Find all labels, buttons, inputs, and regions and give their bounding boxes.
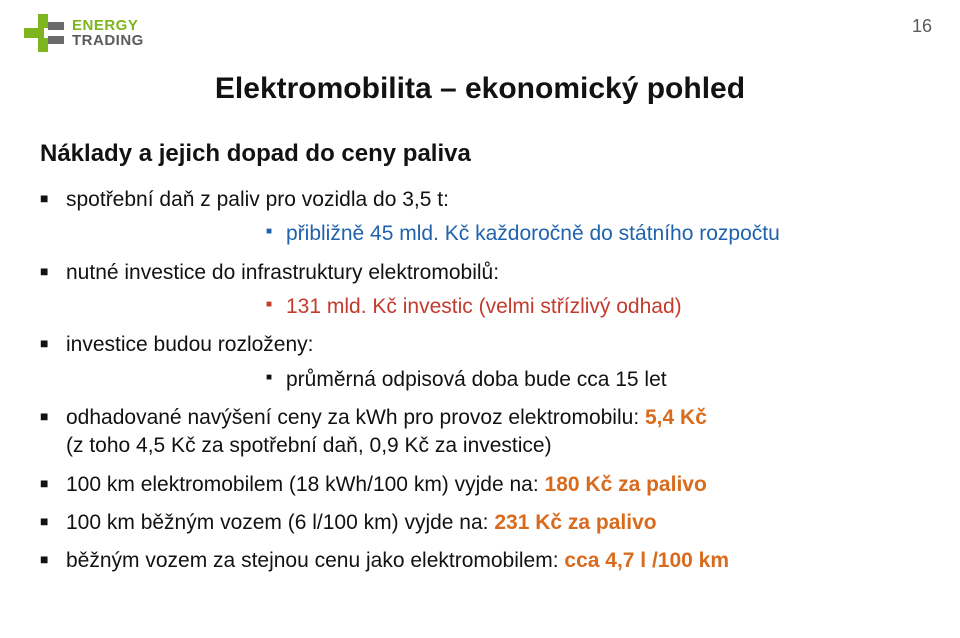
bullet-7: běžným vozem za stejnou cenu jako elektr…: [40, 547, 920, 575]
bullet-7-value: cca 4,7 l /100 km: [564, 549, 729, 572]
bullet-3-sub: průměrná odpisová doba bude cca 15 let: [66, 366, 920, 394]
bullet-1-sub-item: přibližně 45 mld. Kč každoročně do státn…: [266, 220, 920, 248]
bullet-4: odhadované navýšení ceny za kWh pro prov…: [40, 404, 920, 461]
page-number: 16: [912, 16, 932, 37]
slide: ENERGY TRADING 16 Elektromobilita – ekon…: [0, 0, 960, 638]
bullet-4-line2: (z toho 4,5 Kč za spotřební daň, 0,9 Kč …: [66, 434, 552, 457]
bullet-5-value: 180 Kč za palivo: [545, 473, 707, 496]
bullet-4-line1: odhadované navýšení ceny za kWh pro prov…: [66, 406, 645, 429]
bullet-4-value: 5,4 Kč: [645, 406, 707, 429]
logo: ENERGY TRADING: [24, 14, 144, 52]
bullet-3-text: investice budou rozloženy:: [66, 333, 313, 356]
logo-mark-icon: [24, 14, 66, 52]
logo-line1: ENERGY: [72, 18, 144, 33]
bullet-5-prefix: 100 km elektromobilem (18 kWh/100 km) vy…: [66, 473, 545, 496]
logo-text: ENERGY TRADING: [72, 18, 144, 48]
bullet-2-text: nutné investice do infrastruktury elektr…: [66, 261, 499, 284]
bullet-1: spotřební daň z paliv pro vozidla do 3,5…: [40, 186, 920, 249]
bullet-1-text: spotřební daň z paliv pro vozidla do 3,5…: [66, 188, 449, 211]
bullet-2-sub-item: 131 mld. Kč investic (velmi střízlivý od…: [266, 293, 920, 321]
logo-line2: TRADING: [72, 33, 144, 48]
bullet-1-sub: přibližně 45 mld. Kč každoročně do státn…: [66, 220, 920, 248]
bullet-list: spotřební daň z paliv pro vozidla do 3,5…: [40, 186, 920, 576]
bullet-2: nutné investice do infrastruktury elektr…: [40, 259, 920, 322]
bullet-6-value: 231 Kč za palivo: [494, 511, 656, 534]
bullet-6: 100 km běžným vozem (6 l/100 km) vyjde n…: [40, 509, 920, 537]
subheading: Náklady a jejich dopad do ceny paliva: [40, 140, 920, 168]
bullet-2-sub: 131 mld. Kč investic (velmi střízlivý od…: [66, 293, 920, 321]
bullet-7-prefix: běžným vozem za stejnou cenu jako elektr…: [66, 549, 564, 572]
slide-content: Náklady a jejich dopad do ceny paliva sp…: [40, 140, 920, 586]
bullet-3: investice budou rozloženy: průměrná odpi…: [40, 331, 920, 394]
bullet-5: 100 km elektromobilem (18 kWh/100 km) vy…: [40, 471, 920, 499]
slide-title: Elektromobilita – ekonomický pohled: [0, 72, 960, 106]
bullet-3-sub-item: průměrná odpisová doba bude cca 15 let: [266, 366, 920, 394]
bullet-6-prefix: 100 km běžným vozem (6 l/100 km) vyjde n…: [66, 511, 494, 534]
